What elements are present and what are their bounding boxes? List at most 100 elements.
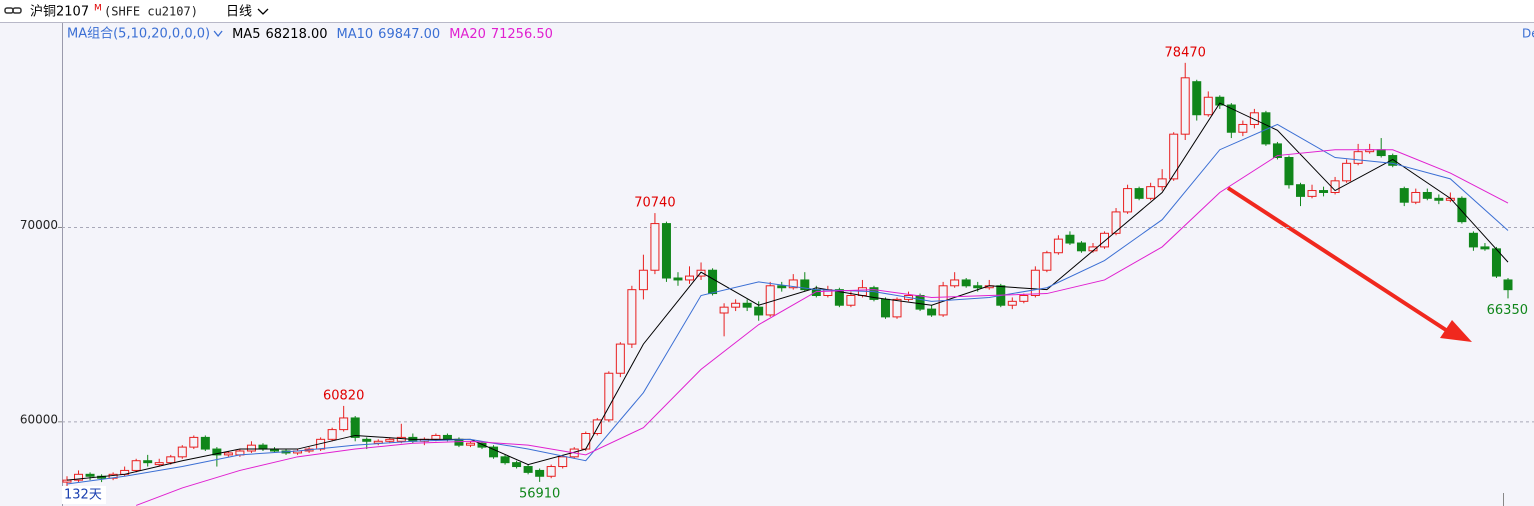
candle-body [961, 279, 971, 287]
candle-body [1434, 197, 1444, 201]
candle-body [973, 285, 983, 289]
candle-body [950, 279, 960, 287]
candle-body [627, 289, 637, 345]
candle-body [1076, 242, 1086, 252]
candle-body [742, 302, 752, 308]
candle-body [1422, 191, 1432, 199]
candle-body [1468, 232, 1478, 248]
contract-code: (SHFE cu2107) [104, 5, 198, 19]
candle-body [661, 223, 671, 279]
candle-body [489, 446, 499, 458]
candle-body [592, 419, 602, 435]
candle-body [1261, 112, 1271, 145]
candle-body [1238, 123, 1248, 133]
candle-body [1180, 77, 1190, 135]
candle-body [1342, 162, 1352, 182]
candle-body [1065, 234, 1075, 244]
candle-body [1457, 197, 1467, 223]
legend-name: MA5 [232, 27, 260, 42]
candle-body [1399, 188, 1409, 203]
candle-body [1123, 188, 1133, 213]
y-tick-label: 70000 [20, 218, 58, 232]
symbol[interactable]: 沪铜2107 [30, 4, 89, 20]
candle-body [246, 444, 256, 452]
ma-line [66, 102, 1509, 481]
candle-body [1272, 143, 1282, 159]
candle-body [143, 460, 153, 464]
candle-body [834, 289, 844, 306]
extreme-label: 70740 [634, 196, 675, 211]
candle-body [558, 456, 568, 468]
candle-body [431, 434, 441, 440]
candle-body [1053, 238, 1063, 254]
link-icon[interactable] [4, 7, 22, 14]
legend-value: 71256.50 [491, 27, 553, 42]
candle-body [1019, 295, 1029, 302]
candle-body [927, 308, 937, 316]
candle-body [1192, 81, 1202, 116]
candle-body [1376, 149, 1386, 157]
candle-body [1353, 151, 1363, 164]
candle-body [396, 436, 406, 442]
candle-body [1503, 279, 1513, 291]
ma-line [135, 149, 1509, 506]
candle-body [512, 462, 522, 468]
candle-body [327, 429, 337, 440]
candle-body [350, 417, 360, 438]
candle-body [1249, 112, 1259, 125]
extreme-label: 60820 [323, 388, 364, 403]
candle-body [74, 473, 84, 481]
candle-body [1146, 186, 1156, 199]
candle-body [223, 452, 233, 456]
candle-body [1307, 190, 1317, 197]
candle-body [442, 434, 452, 440]
candle-body [189, 436, 199, 448]
superscript: M [94, 4, 102, 14]
legend-entry: MA20 71256.50 [449, 27, 553, 42]
corner-text: De [1522, 27, 1534, 41]
candle-body [465, 442, 475, 446]
candle-body [581, 433, 591, 450]
candle-body [1134, 188, 1144, 199]
extreme-label: 66350 [1487, 303, 1528, 318]
candle-body [731, 302, 741, 308]
candle-body [777, 285, 787, 289]
indicator-label[interactable]: MA组合(5,10,20,0,0,0) [67, 27, 210, 42]
candle-body [615, 343, 625, 374]
header-bar [0, 0, 1534, 22]
candle-body [1388, 155, 1398, 166]
candle-body [166, 456, 176, 464]
candle-body [1203, 96, 1213, 116]
candle-body [62, 479, 72, 483]
period-selector[interactable]: 日线 [226, 5, 252, 20]
candle-body [1295, 184, 1305, 197]
period-chevron[interactable] [257, 8, 269, 15]
y-tick-label: 60000 [20, 412, 58, 426]
candle-body [1157, 178, 1167, 188]
candle-body [500, 456, 510, 464]
candle-body [177, 446, 187, 458]
extreme-label: 56910 [519, 486, 560, 501]
legend-name: MA20 [449, 27, 486, 42]
candle-body [604, 372, 614, 421]
candle-body [1480, 246, 1490, 250]
candle-body [339, 417, 349, 431]
candle-body [1411, 191, 1421, 203]
candle-body [154, 462, 164, 466]
candle-body [696, 269, 706, 277]
candle-body [638, 269, 648, 291]
legend-value: 68218.00 [265, 27, 327, 42]
ma-legend: MA组合(5,10,20,0,0,0) MA5 68218.00 MA10 69847… [67, 27, 553, 42]
legend-name: MA10 [337, 27, 374, 42]
extreme-label: 78470 [1165, 45, 1206, 60]
candle-body [523, 466, 533, 473]
candle-body [1226, 104, 1236, 133]
indicator-chevron[interactable] [213, 30, 223, 38]
candle-body [811, 289, 821, 297]
period-label: 132天 [64, 488, 102, 503]
candle-body [1007, 300, 1017, 306]
candle-body [1100, 232, 1110, 248]
candle-body [535, 469, 545, 477]
